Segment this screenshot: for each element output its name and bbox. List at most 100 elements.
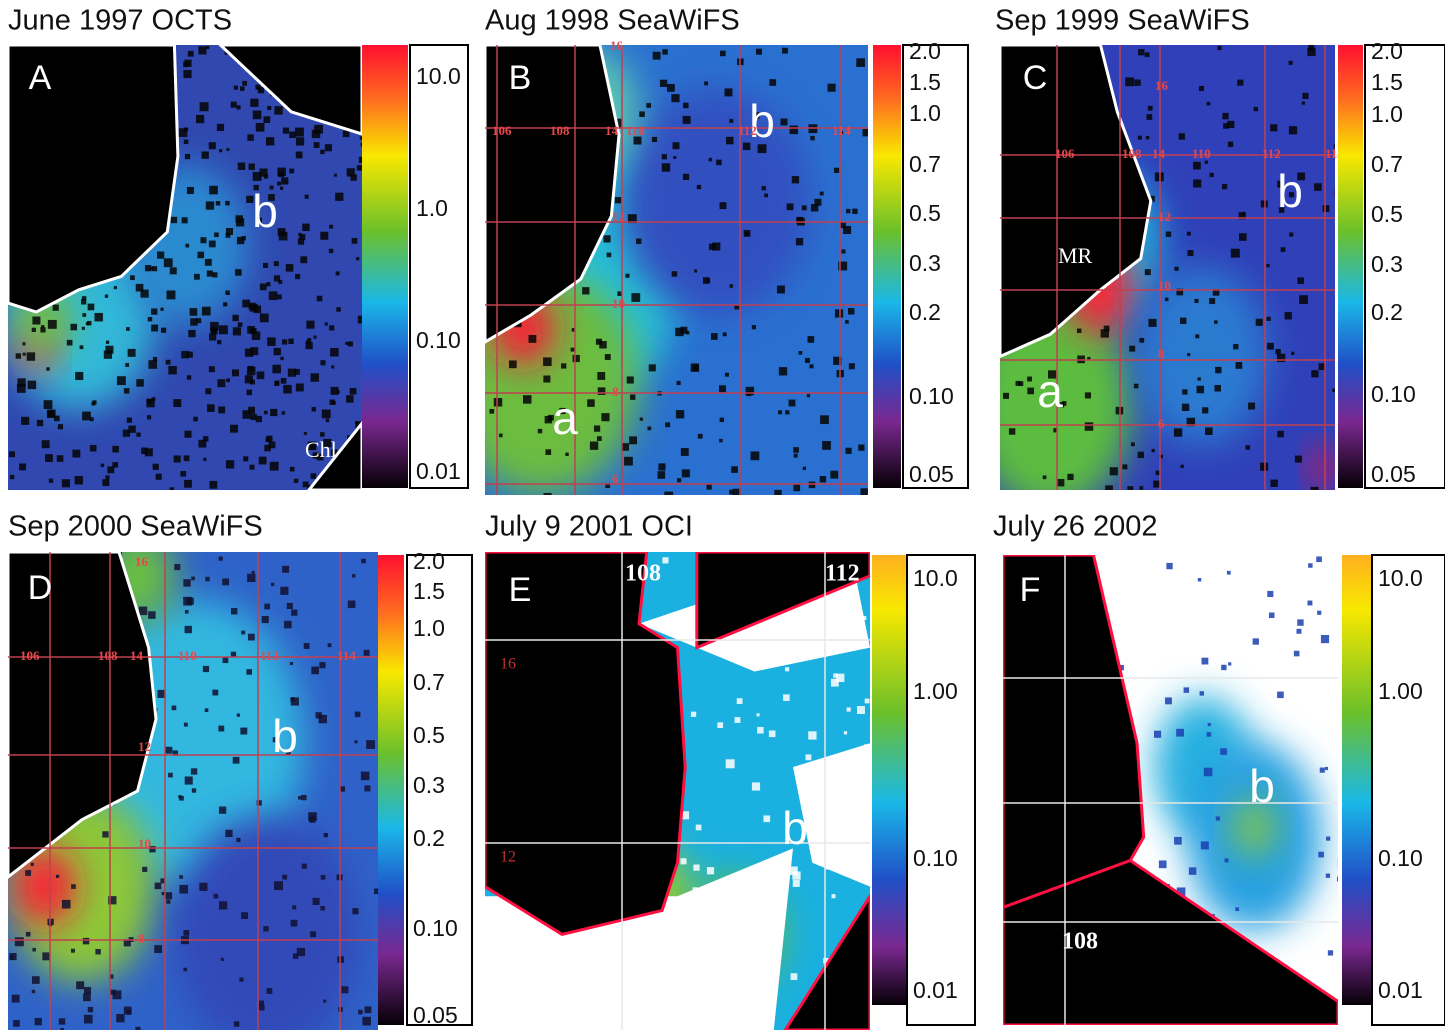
pixel-noise	[1138, 452, 1144, 458]
pixel-noise	[830, 471, 838, 479]
pixel-noise	[1328, 950, 1333, 955]
pixel-noise	[361, 559, 366, 564]
pixel-noise	[150, 267, 154, 271]
pixel-noise	[209, 241, 216, 248]
pixel-noise	[19, 463, 26, 470]
pixel-noise	[47, 410, 55, 418]
colorbar	[872, 555, 907, 1005]
pixel-noise	[320, 432, 325, 437]
pixel-noise	[627, 376, 634, 383]
pixel-noise	[80, 345, 84, 349]
pixel-noise	[203, 666, 209, 672]
pixel-noise	[271, 583, 274, 586]
pixel-noise	[499, 434, 503, 438]
pixel-noise	[785, 667, 789, 671]
pixel-noise	[240, 728, 247, 735]
pixel-noise	[253, 305, 261, 313]
map-label: 114	[832, 123, 851, 138]
pixel-noise	[248, 366, 253, 371]
map-label: 6	[612, 471, 619, 486]
pixel-noise	[266, 438, 270, 442]
pixel-noise	[306, 342, 313, 349]
pixel-noise	[1146, 114, 1152, 120]
colorbar-tick-label: 0.3	[413, 772, 445, 798]
pixel-noise	[1254, 107, 1258, 111]
pixel-noise	[1308, 563, 1312, 567]
map-image	[1003, 555, 1346, 1025]
map-label: 108	[1062, 929, 1098, 955]
pixel-noise	[90, 445, 97, 452]
pixel-noise	[1299, 295, 1308, 304]
pixel-noise	[183, 968, 187, 972]
pixel-noise	[726, 137, 734, 145]
pixel-noise	[40, 327, 45, 332]
pixel-noise	[183, 579, 190, 586]
pixel-noise	[180, 471, 186, 477]
pixel-noise	[598, 387, 606, 395]
panel-title: July 26 2002	[993, 511, 1157, 543]
pixel-noise	[200, 237, 206, 243]
pixel-noise	[336, 390, 339, 393]
pixel-noise	[1222, 113, 1228, 119]
pixel-noise	[352, 574, 355, 577]
pixel-noise	[1174, 267, 1178, 271]
pixel-noise	[834, 168, 839, 173]
pixel-noise	[1270, 480, 1277, 487]
pixel-noise	[1140, 486, 1144, 490]
map-image	[8, 528, 380, 1032]
pixel-noise	[160, 308, 163, 311]
pixel-noise	[23, 353, 26, 356]
colorbar-tick-label: 0.2	[413, 825, 445, 851]
pixel-noise	[778, 410, 782, 414]
pixel-noise	[172, 706, 177, 711]
pixel-noise	[703, 277, 710, 284]
pixel-noise	[136, 432, 140, 436]
pixel-noise	[32, 976, 40, 984]
pixel-noise	[343, 130, 350, 137]
pixel-noise	[1214, 385, 1221, 392]
pixel-noise	[329, 249, 333, 253]
pixel-noise	[331, 365, 334, 368]
pixel-noise	[168, 366, 176, 374]
pixel-noise	[320, 360, 325, 365]
pixel-noise	[1289, 61, 1293, 65]
pixel-noise	[242, 81, 247, 86]
pixel-noise	[330, 348, 338, 356]
pixel-noise	[1297, 277, 1304, 284]
pixel-noise	[1202, 407, 1208, 413]
pixel-noise	[806, 754, 812, 760]
pixel-noise	[1193, 179, 1201, 187]
pixel-noise	[289, 131, 296, 138]
panel-title: July 9 2001 OCI	[485, 511, 693, 543]
pixel-noise	[226, 460, 234, 468]
pixel-noise	[184, 140, 189, 145]
pixel-noise	[167, 290, 176, 299]
pixel-noise	[173, 399, 181, 407]
colorbar-frame	[907, 555, 975, 1025]
pixel-noise	[346, 395, 353, 402]
pixel-noise	[306, 321, 314, 329]
pixel-noise	[267, 988, 273, 994]
colorbar-tick-label: 1.0	[909, 100, 941, 126]
pixel-noise	[1159, 860, 1167, 868]
pixel-noise	[263, 926, 268, 931]
pixel-noise	[671, 94, 679, 102]
pixel-noise	[791, 973, 798, 980]
pixel-noise	[545, 449, 551, 455]
pixel-noise	[639, 111, 645, 117]
pixel-noise	[1311, 487, 1319, 495]
pixel-noise	[290, 662, 293, 665]
pixel-noise	[300, 256, 307, 263]
pixel-noise	[236, 105, 240, 109]
pixel-noise	[607, 253, 612, 258]
map-label: 106	[1055, 146, 1075, 161]
pixel-noise	[624, 457, 633, 466]
pixel-noise	[1194, 299, 1198, 303]
pixel-noise	[209, 333, 216, 340]
pixel-noise	[365, 1006, 372, 1013]
pixel-noise	[157, 251, 164, 258]
pixel-noise	[1209, 298, 1215, 304]
pixel-noise	[544, 493, 552, 501]
pixel-noise	[658, 471, 666, 479]
colorbar-tick-label: 1.0	[413, 615, 445, 641]
